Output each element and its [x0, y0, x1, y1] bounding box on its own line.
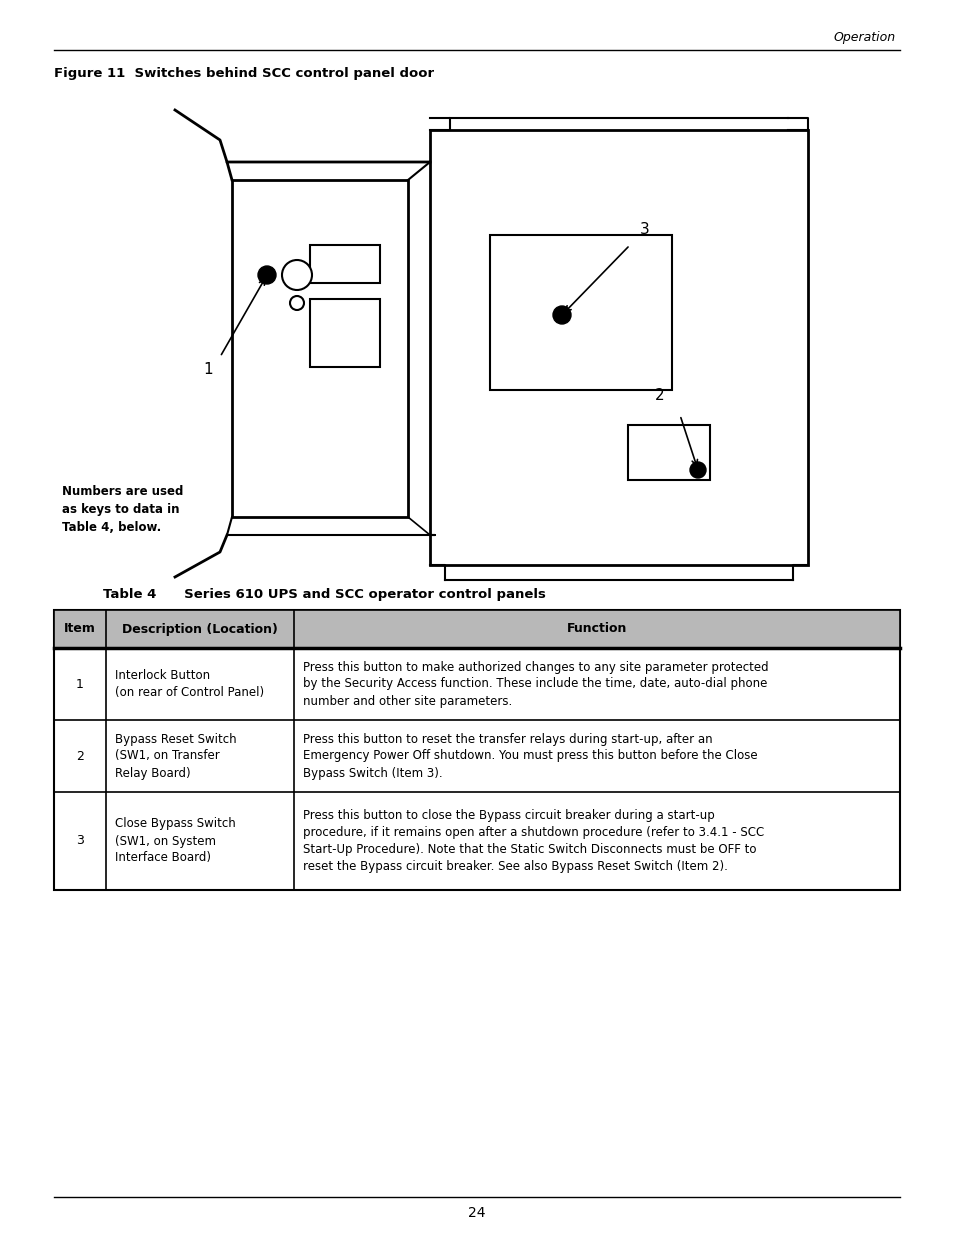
Circle shape — [290, 296, 304, 310]
Bar — [54, 610, 899, 648]
Text: 3: 3 — [639, 222, 649, 237]
Text: 1: 1 — [203, 362, 213, 377]
Bar — [310, 245, 379, 283]
Bar — [430, 130, 807, 564]
Circle shape — [689, 462, 705, 478]
Bar — [490, 235, 671, 390]
Circle shape — [257, 266, 275, 284]
Text: Press this button to reset the transfer relays during start-up, after an
Emergen: Press this button to reset the transfer … — [303, 732, 757, 779]
Text: Bypass Reset Switch
(SW1, on Transfer
Relay Board): Bypass Reset Switch (SW1, on Transfer Re… — [115, 732, 236, 779]
Text: Figure 11  Switches behind SCC control panel door: Figure 11 Switches behind SCC control pa… — [54, 67, 434, 80]
Circle shape — [553, 306, 571, 324]
Text: Numbers are used
as keys to data in
Table 4, below.: Numbers are used as keys to data in Tabl… — [62, 485, 183, 534]
Text: 2: 2 — [655, 388, 664, 403]
Text: Press this button to close the Bypass circuit breaker during a start-up
procedur: Press this button to close the Bypass ci… — [303, 809, 763, 873]
Text: Table 4      Series 610 UPS and SCC operator control panels: Table 4 Series 610 UPS and SCC operator … — [103, 588, 545, 601]
Text: Close Bypass Switch
(SW1, on System
Interface Board): Close Bypass Switch (SW1, on System Inte… — [115, 818, 235, 864]
Text: Description (Location): Description (Location) — [122, 622, 277, 636]
Text: Operation: Operation — [833, 31, 895, 43]
Text: 1: 1 — [76, 678, 84, 690]
Text: 24: 24 — [468, 1207, 485, 1220]
Bar — [627, 425, 709, 480]
Bar — [232, 180, 408, 517]
Bar — [54, 610, 899, 890]
Text: 3: 3 — [76, 835, 84, 847]
Text: Function: Function — [566, 622, 626, 636]
Text: Item: Item — [64, 622, 96, 636]
Bar — [310, 299, 379, 367]
Circle shape — [282, 261, 312, 290]
Text: 2: 2 — [76, 750, 84, 762]
Text: Interlock Button
(on rear of Control Panel): Interlock Button (on rear of Control Pan… — [115, 669, 264, 699]
Text: Press this button to make authorized changes to any site parameter protected
by : Press this button to make authorized cha… — [303, 661, 768, 708]
